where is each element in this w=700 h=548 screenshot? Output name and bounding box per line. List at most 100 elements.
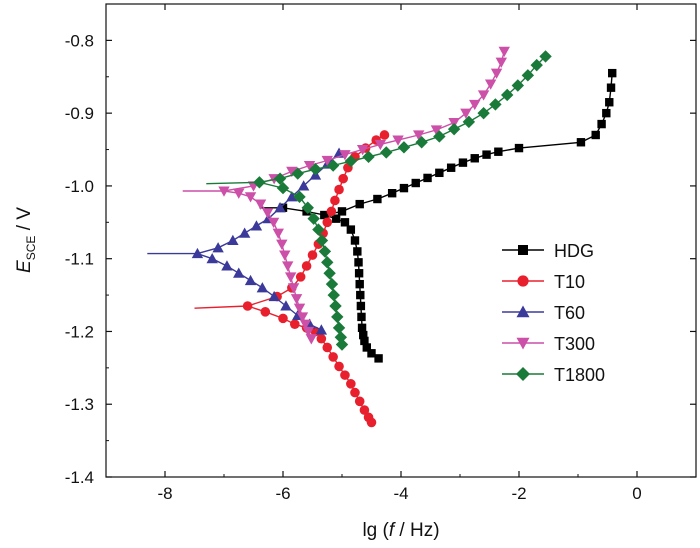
data-point	[354, 258, 363, 267]
data-point	[605, 98, 614, 107]
data-point	[326, 159, 340, 172]
data-point	[516, 305, 530, 318]
x-tick-label: -2	[511, 484, 526, 503]
data-point	[374, 354, 383, 363]
data-point	[494, 147, 503, 156]
data-point	[301, 201, 314, 214]
series-line	[223, 51, 505, 192]
data-point	[397, 141, 411, 154]
data-point	[514, 143, 524, 153]
data-point	[521, 69, 535, 82]
legend-item-hdg: HDG	[502, 241, 594, 261]
series-line	[182, 190, 312, 339]
data-point	[477, 90, 490, 101]
legend-item-t60: T60	[502, 303, 585, 323]
data-point	[355, 279, 364, 289]
data-point	[260, 307, 271, 317]
data-point	[334, 184, 344, 195]
data-point	[280, 300, 292, 311]
data-point	[242, 301, 253, 311]
data-point	[373, 194, 382, 204]
data-point	[366, 417, 377, 428]
data-point	[423, 173, 432, 183]
data-point	[353, 247, 362, 256]
data-point	[320, 210, 329, 220]
data-point	[539, 50, 552, 63]
data-point	[399, 183, 409, 193]
data-point	[602, 108, 611, 118]
data-point	[458, 158, 468, 167]
data-point	[484, 79, 497, 90]
data-point	[446, 163, 456, 172]
data-point	[290, 319, 300, 329]
data-point	[331, 310, 344, 324]
data-point	[350, 387, 360, 398]
data-point	[273, 172, 287, 185]
data-point	[297, 180, 310, 191]
data-point	[359, 330, 368, 340]
data-point	[516, 337, 530, 350]
data-point	[340, 218, 350, 227]
series-t300	[182, 46, 510, 345]
y-tick-label: -1.2	[65, 322, 94, 341]
data-point	[346, 225, 356, 234]
data-point	[276, 239, 288, 250]
y-tick-label: -0.8	[65, 31, 94, 50]
data-point	[278, 313, 288, 324]
data-point	[312, 223, 325, 236]
data-point	[379, 130, 390, 140]
legend-label: HDG	[554, 241, 594, 261]
data-point	[282, 261, 294, 272]
data-point	[293, 190, 306, 204]
data-point	[350, 236, 360, 245]
series-t1800	[206, 50, 552, 351]
data-point	[355, 199, 364, 209]
data-point	[227, 234, 239, 246]
data-point	[597, 119, 606, 129]
data-point	[212, 242, 224, 253]
data-point	[274, 202, 286, 213]
data-point	[470, 154, 479, 163]
data-point	[307, 250, 318, 260]
data-point	[238, 227, 251, 238]
data-point	[362, 343, 371, 352]
x-tick-label: -8	[157, 484, 172, 503]
data-point	[359, 405, 370, 415]
axis-ticks: -8 -6 -4 -2 0 -1.4 -1.3 -1.2 -1.1 -1.0 -0.9 -0.8	[65, 4, 697, 503]
data-point	[477, 106, 490, 120]
data-point	[287, 283, 300, 294]
data-point	[356, 301, 366, 311]
data-point	[498, 46, 510, 57]
data-point	[335, 338, 349, 351]
data-point	[286, 166, 298, 178]
plot-frame	[105, 3, 697, 478]
data-point	[339, 150, 351, 161]
x-tick-label: -4	[393, 484, 408, 503]
series-line	[324, 73, 613, 216]
data-point	[250, 220, 263, 231]
data-point	[511, 79, 525, 92]
x-tick-label: 0	[632, 484, 641, 503]
data-point	[517, 275, 529, 287]
data-point	[206, 252, 218, 264]
data-point	[413, 130, 425, 141]
data-point	[323, 267, 336, 280]
data-point	[360, 336, 369, 346]
data-point	[253, 176, 266, 189]
data-point	[322, 342, 333, 353]
data-point	[530, 58, 543, 72]
data-point	[430, 125, 443, 136]
data-point	[374, 139, 387, 151]
data-point	[608, 68, 617, 78]
data-point	[268, 290, 280, 302]
legend-label: T1800	[554, 365, 605, 385]
data-point	[276, 181, 290, 195]
x-tick-label: -6	[275, 484, 290, 503]
data-point	[411, 178, 420, 188]
data-point	[233, 188, 245, 199]
data-point	[279, 250, 291, 261]
data-point	[462, 115, 476, 129]
data-point	[482, 150, 491, 159]
data-point	[318, 245, 332, 258]
